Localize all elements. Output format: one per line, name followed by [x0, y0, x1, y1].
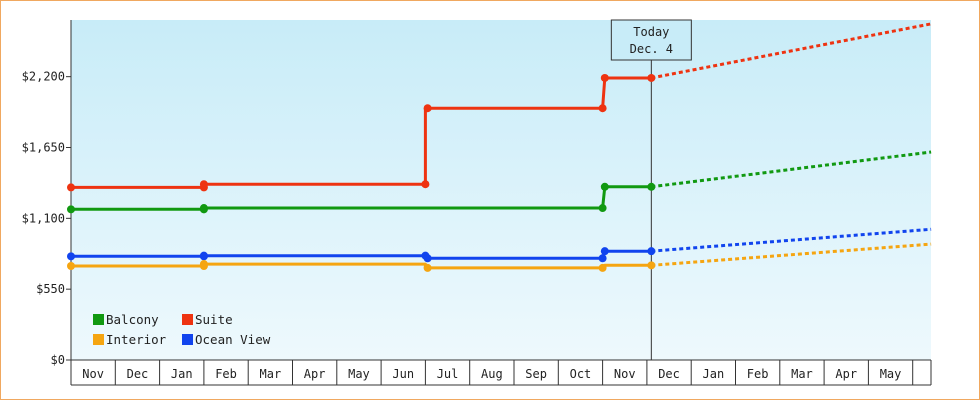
- data-point: [423, 104, 432, 113]
- legend: Balcony Suite Interior Ocean View: [93, 312, 271, 347]
- y-tick-label: $0: [51, 353, 65, 367]
- y-axis: $0 $550 $1,100 $1,650 $2,200: [22, 20, 72, 367]
- legend-swatch-ocean-view: [182, 334, 193, 345]
- month-label: Jun: [392, 367, 414, 381]
- month-label: Apr: [835, 367, 857, 381]
- data-point: [199, 180, 208, 189]
- month-label: Feb: [747, 367, 769, 381]
- data-point: [67, 252, 75, 261]
- month-label: Jan: [703, 367, 725, 381]
- data-point: [647, 261, 656, 270]
- legend-label-suite: Suite: [195, 312, 233, 327]
- month-label: Dec: [658, 367, 680, 381]
- data-point: [67, 183, 75, 192]
- forecast-line-interior: [651, 242, 932, 267]
- data-point: [598, 104, 607, 113]
- legend-label-interior: Interior: [106, 332, 167, 347]
- data-point: [598, 254, 607, 263]
- legend-swatch-interior: [93, 334, 104, 345]
- month-label: Mar: [260, 367, 282, 381]
- data-point: [600, 73, 609, 82]
- month-label: May: [880, 367, 902, 381]
- data-point: [647, 247, 656, 256]
- y-tick-label: $1,650: [22, 141, 65, 155]
- forecast-line-balcony: [651, 150, 932, 189]
- month-label: Jul: [437, 367, 459, 381]
- data-point: [199, 260, 208, 269]
- y-tick-label: $2,200: [22, 70, 65, 84]
- series-interior: [67, 242, 932, 272]
- forecast-line-ocean-view: [651, 227, 932, 253]
- y-tick-label: $550: [36, 282, 65, 296]
- month-label: Mar: [791, 367, 813, 381]
- month-label: Nov: [614, 367, 636, 381]
- y-tick-label: $1,100: [22, 211, 65, 225]
- legend-label-balcony: Balcony: [106, 312, 159, 327]
- month-label: May: [348, 367, 370, 381]
- data-point: [199, 251, 208, 260]
- month-label: Nov: [82, 367, 104, 381]
- today-date: Dec. 4: [630, 42, 673, 56]
- month-label: Dec: [127, 367, 149, 381]
- data-point: [647, 73, 656, 82]
- series-suite: [67, 22, 932, 192]
- forecast-line-suite: [651, 22, 932, 80]
- month-label: Oct: [570, 367, 592, 381]
- data-point: [600, 247, 609, 256]
- data-point: [199, 204, 208, 213]
- data-point: [67, 205, 75, 214]
- data-point: [67, 261, 75, 270]
- data-point: [423, 254, 432, 263]
- data-point: [598, 263, 607, 272]
- series-balcony: [67, 150, 932, 214]
- legend-swatch-balcony: [93, 314, 104, 325]
- data-point: [423, 263, 432, 272]
- today-label: Today: [633, 25, 669, 39]
- today-marker: Today Dec. 4: [610, 19, 692, 360]
- data-point: [647, 182, 656, 191]
- plot-area: [71, 20, 931, 360]
- data-point: [598, 204, 607, 213]
- legend-label-ocean-view: Ocean View: [195, 332, 271, 347]
- data-point: [600, 182, 609, 191]
- month-label: Jan: [171, 367, 193, 381]
- x-axis: Nov Dec Jan Feb Mar Apr May Jun Jul Aug Sep Oct Nov D…: [70, 359, 932, 386]
- month-label: Feb: [215, 367, 237, 381]
- series-line-balcony: [69, 185, 653, 211]
- series-layer: [67, 22, 932, 272]
- legend-swatch-suite: [182, 314, 193, 325]
- today-box: [610, 19, 692, 61]
- month-label: Sep: [525, 367, 547, 381]
- month-label: Apr: [304, 367, 326, 381]
- month-label: Aug: [481, 367, 503, 381]
- data-point: [421, 180, 430, 189]
- series-ocean-view: [67, 227, 932, 263]
